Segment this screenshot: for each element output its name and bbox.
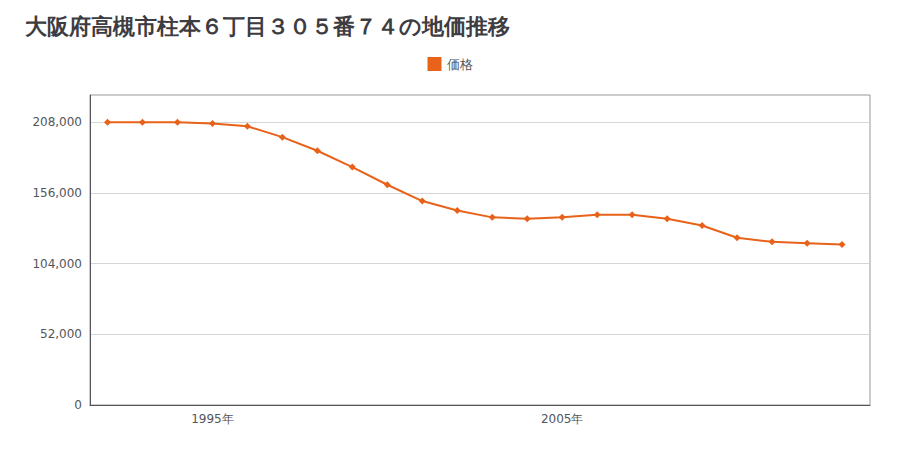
svg-text:2005年: 2005年 — [541, 412, 584, 426]
svg-text:価格: 価格 — [447, 57, 473, 72]
svg-text:0: 0 — [74, 398, 82, 412]
svg-text:52,000: 52,000 — [40, 327, 82, 341]
svg-text:大阪府高槻市柱本６丁目３０５番７４の地価推移: 大阪府高槻市柱本６丁目３０５番７４の地価推移 — [25, 14, 510, 39]
svg-text:208,000: 208,000 — [32, 115, 82, 129]
svg-text:104,000: 104,000 — [32, 257, 82, 271]
svg-text:156,000: 156,000 — [32, 186, 82, 200]
svg-text:1995年: 1995年 — [191, 412, 234, 426]
